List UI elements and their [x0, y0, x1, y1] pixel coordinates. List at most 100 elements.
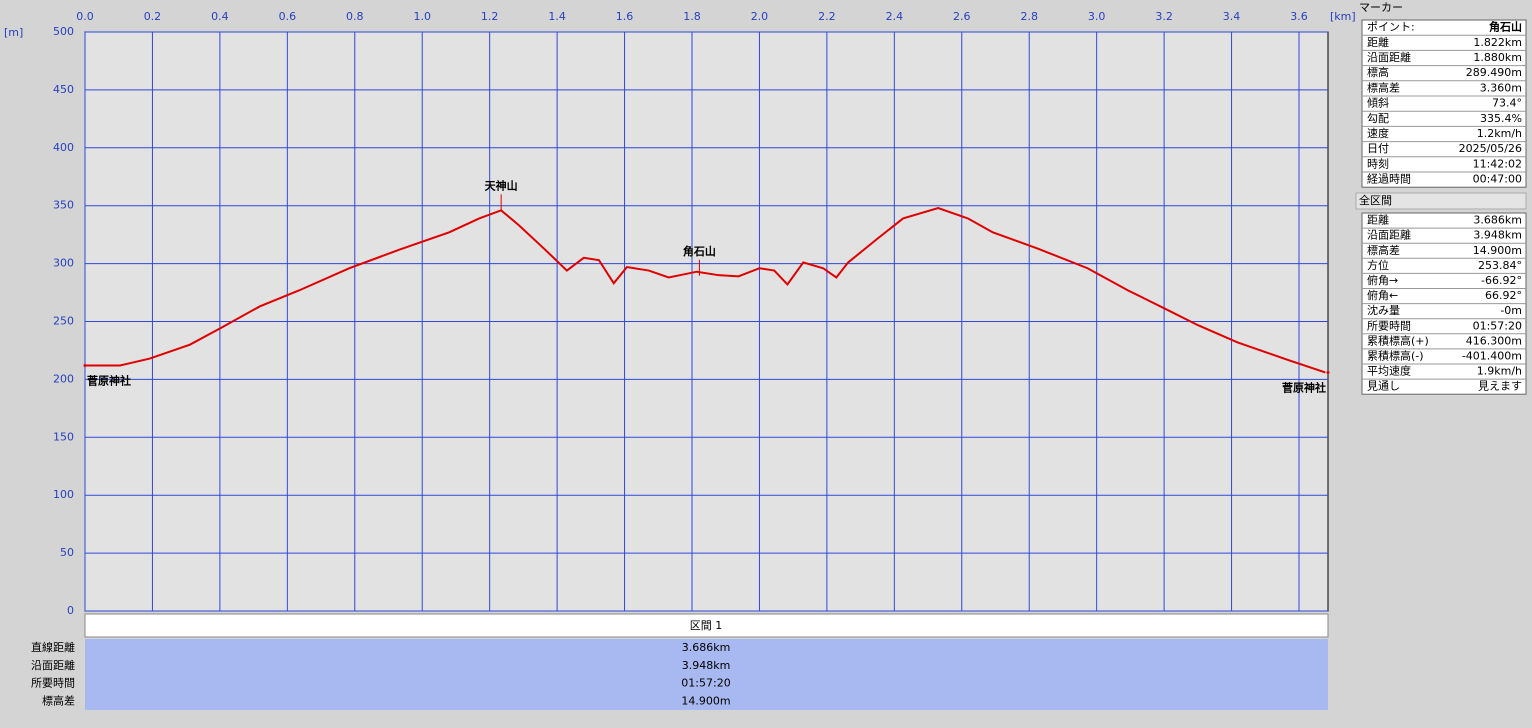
- row-value: 01:57:20: [1473, 319, 1522, 332]
- x-tick-label: 0.2: [144, 10, 162, 23]
- row-value: 73.4°: [1492, 97, 1522, 110]
- segment-body: [85, 639, 1328, 710]
- row-value: 14.900m: [681, 694, 730, 707]
- row-label: 沿面距離: [31, 658, 75, 672]
- panel-tab: [1355, 192, 1527, 210]
- annotation-point: [1326, 370, 1330, 374]
- row-value: 00:47:00: [1473, 173, 1522, 186]
- row-value: 1.9km/h: [1477, 365, 1522, 378]
- row-label: 所要時間: [31, 677, 75, 690]
- y-tick-label: 450: [53, 83, 74, 96]
- x-tick-label: 0.4: [211, 10, 229, 23]
- segment-header: [84, 613, 1329, 638]
- x-tick-label: 2.6: [953, 10, 971, 23]
- row-label: 沈み量: [1367, 303, 1400, 317]
- row-label: 俯角←: [1367, 288, 1398, 302]
- x-tick-label: 1.8: [683, 10, 701, 23]
- row-value: 416.300m: [1466, 334, 1522, 347]
- y-tick-label: 200: [53, 372, 74, 385]
- x-tick-label: 2.2: [818, 10, 836, 23]
- y-tick-label: 400: [53, 141, 74, 154]
- x-tick-label: 3.6: [1290, 10, 1308, 23]
- row-label: 直線距離: [31, 640, 75, 654]
- x-unit: [km]: [1330, 10, 1356, 23]
- y-tick-label: 300: [53, 257, 74, 270]
- row-label: 経過時間: [1367, 173, 1411, 186]
- row-value: 見えます: [1478, 380, 1522, 393]
- annotation-label: 菅原神社: [87, 374, 131, 388]
- annotation-label: 天神山: [485, 178, 518, 192]
- row-label: 標高差: [1367, 80, 1400, 94]
- row-value: 66.92°: [1485, 289, 1522, 302]
- row-label: 方位: [1367, 258, 1389, 272]
- elevation-line: [85, 206, 1326, 374]
- annotation-point: [83, 364, 87, 368]
- row-value: 2025/05/26: [1459, 142, 1522, 155]
- panel-title: マーカー: [1359, 1, 1403, 14]
- y-tick-label: 100: [53, 488, 74, 501]
- row-value: 14.900m: [1473, 244, 1522, 257]
- row-value: 3.948km: [682, 659, 731, 672]
- segment-title: 区間 1: [690, 619, 723, 632]
- row-value: 1.880km: [1473, 51, 1522, 64]
- row-label: ポイント:: [1367, 21, 1415, 34]
- x-tick-label: 0.6: [279, 10, 297, 23]
- annotation-label: 角石山: [683, 244, 716, 258]
- y-unit: [m]: [4, 26, 23, 39]
- x-tick-label: 3.0: [1088, 10, 1106, 23]
- row-value: 289.490m: [1466, 66, 1522, 79]
- x-tick-label: 2.0: [751, 10, 769, 23]
- x-tick-label: 0.0: [76, 10, 94, 23]
- x-tick-label: 2.8: [1020, 10, 1038, 23]
- row-value: 3.686km: [1473, 214, 1522, 227]
- row-label: 傾斜: [1367, 96, 1389, 110]
- y-tick-label: 350: [53, 199, 74, 212]
- row-label: 日付: [1367, 142, 1389, 155]
- x-tick-label: 0.8: [346, 10, 364, 23]
- x-tick-label: 1.6: [616, 10, 634, 23]
- row-value: -66.92°: [1481, 274, 1522, 287]
- x-tick-label: 1.0: [413, 10, 431, 23]
- row-value: 1.2km/h: [1477, 127, 1522, 140]
- annotation-label: 菅原神社: [1282, 380, 1326, 394]
- x-tick-label: 3.4: [1223, 10, 1241, 23]
- y-tick-label: 500: [53, 25, 74, 38]
- panel-table: [1361, 19, 1527, 188]
- row-label: 所要時間: [1367, 319, 1411, 332]
- y-tick-label: 250: [53, 315, 74, 328]
- y-tick-label: 50: [60, 546, 74, 559]
- row-label: 距離: [1367, 213, 1389, 227]
- row-value: 3.948km: [1473, 229, 1522, 242]
- row-value: 3.360m: [1480, 81, 1522, 94]
- x-tick-label: 2.4: [886, 10, 904, 23]
- row-value: -0m: [1500, 304, 1522, 317]
- row-label: 累積標高(+): [1367, 333, 1429, 347]
- row-label: 標高差: [1367, 243, 1400, 257]
- x-tick-label: 1.4: [548, 10, 566, 23]
- row-label: 標高差: [42, 693, 75, 707]
- x-tick-label: 1.2: [481, 10, 499, 23]
- row-value: 3.686km: [682, 641, 731, 654]
- row-label: 沿面距離: [1367, 50, 1411, 64]
- panel-title: 全区間: [1359, 193, 1392, 207]
- x-tick-label: 3.2: [1155, 10, 1173, 23]
- row-label: 標高: [1367, 65, 1389, 79]
- row-label: 俯角→: [1367, 273, 1398, 287]
- row-label: 平均速度: [1367, 364, 1411, 378]
- y-tick-label: 0: [67, 604, 74, 617]
- row-value: -401.400m: [1462, 349, 1522, 362]
- row-value: 253.84°: [1478, 259, 1522, 272]
- row-value: 1.822km: [1473, 36, 1522, 49]
- row-label: 距離: [1367, 35, 1389, 49]
- row-value: 11:42:02: [1473, 157, 1522, 170]
- row-label: 見通し: [1367, 380, 1400, 393]
- row-value: 335.4%: [1480, 112, 1522, 125]
- row-label: 速度: [1367, 126, 1389, 140]
- row-label: 沿面距離: [1367, 228, 1411, 242]
- row-label: 勾配: [1367, 112, 1389, 125]
- row-value: 01:57:20: [681, 677, 730, 690]
- row-label: 累積標高(-): [1367, 348, 1424, 362]
- row-value: 角石山: [1489, 20, 1522, 34]
- row-label: 時刻: [1367, 156, 1389, 170]
